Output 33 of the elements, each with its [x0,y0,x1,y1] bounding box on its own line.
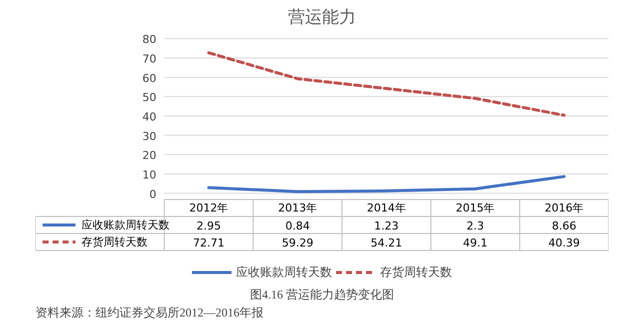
legend-label: 应收账款周转天数 [82,218,170,232]
y-tick-label: 60 [142,72,156,85]
y-tick-label: 70 [142,52,156,66]
x-tick-label: 2012年 [189,201,228,214]
data-label: 2.95 [196,219,221,232]
text: 资料来源：纽约证券交易所2012—2016年报 [36,306,264,320]
data-label: 40.39 [548,236,580,250]
chart-title: 营运能力 [288,8,356,28]
data-label: 0.84 [285,219,310,232]
x-tick-label: 2015年 [456,201,495,214]
data-label: 8.66 [552,219,576,232]
y-tick-label: 40 [142,110,156,124]
x-tick-label: 2014年 [366,201,406,214]
data-label: 72.71 [192,236,224,250]
caption: 图4.16 营运能力趋势变化图 [250,288,394,302]
data-label: 2.3 [466,219,484,232]
text: 应收账款周转天数 [236,264,332,278]
text: 存货周转天数 [380,264,452,278]
y-tick-label: 0 [149,188,156,201]
y-tick-label: 50 [142,91,156,104]
y-tick-label: 80 [142,33,156,46]
data-label: 1.23 [374,219,399,232]
data-label: 59.29 [282,236,314,250]
data-label: 49.1 [463,236,488,250]
legend-label: 存货周转天数 [82,235,148,248]
line-series [207,51,566,117]
line-series [207,175,566,194]
data-label: 54.21 [370,236,402,250]
y-tick-label: 30 [142,130,156,143]
x-tick-label: 2016年 [544,201,584,214]
y-tick-label: 10 [142,168,156,182]
y-tick-label: 20 [142,149,156,162]
x-tick-label: 2013年 [278,201,318,214]
